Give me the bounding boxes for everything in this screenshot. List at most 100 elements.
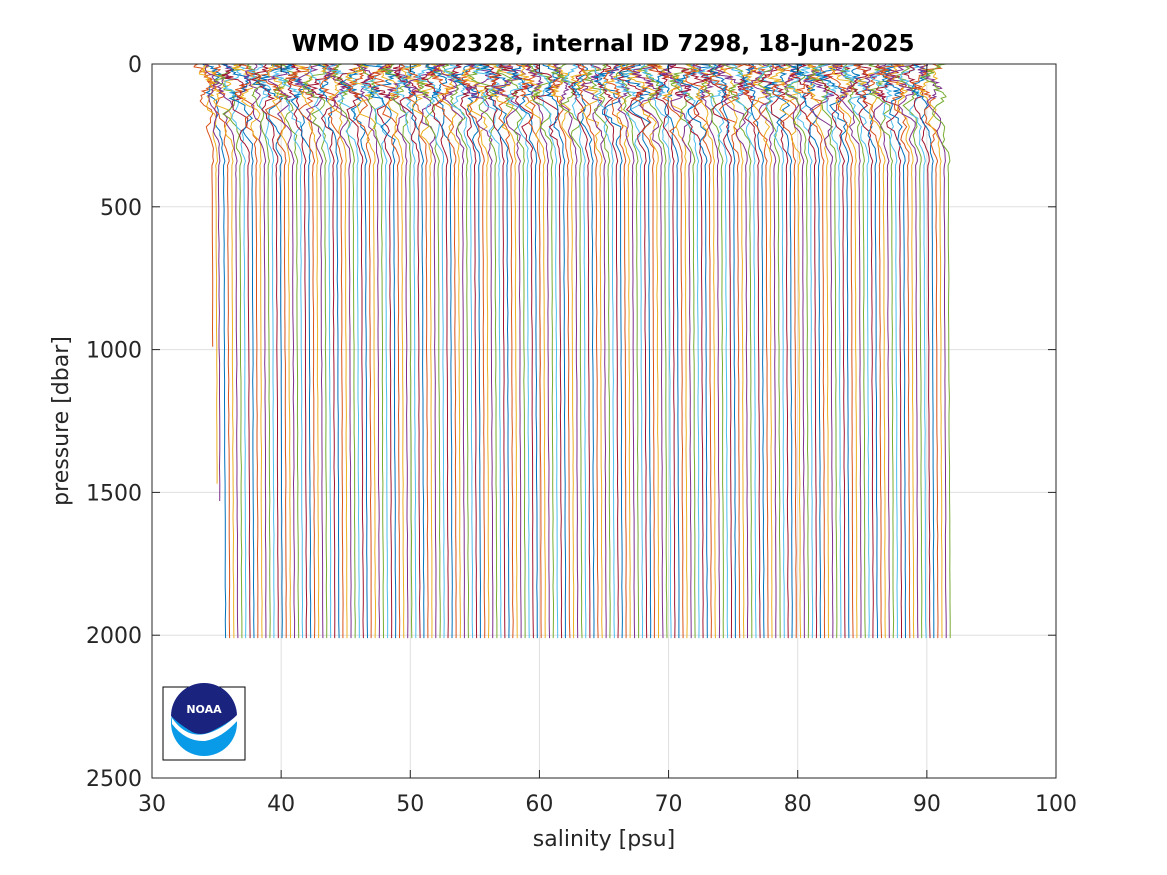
y-tick-label: 0 xyxy=(128,53,142,78)
y-tick-labels: 0 500 1000 1500 2000 2500 xyxy=(86,53,142,792)
profile-line xyxy=(750,63,777,639)
profile-line xyxy=(326,63,360,639)
profile-line xyxy=(320,63,348,639)
profile-line xyxy=(285,63,316,639)
profile-line xyxy=(307,63,332,639)
profile-line xyxy=(813,63,851,639)
chart-title: WMO ID 4902328, internal ID 7298, 18-Jun… xyxy=(291,31,914,57)
profile-line xyxy=(784,63,809,639)
profile-line xyxy=(533,63,559,639)
profile-line xyxy=(867,63,895,639)
profile-line xyxy=(542,63,567,639)
x-tick-label: 90 xyxy=(913,792,941,817)
profile-line xyxy=(691,63,721,639)
profile-line xyxy=(250,63,279,639)
profile-line xyxy=(655,63,680,639)
y-tick-label: 1000 xyxy=(86,339,142,364)
profile-line xyxy=(426,63,457,639)
x-tick-label: 30 xyxy=(138,792,166,817)
profile-line xyxy=(466,63,498,639)
profile-line xyxy=(684,63,712,639)
x-tick-labels: 30 40 50 60 70 80 90 100 xyxy=(138,792,1077,817)
profile-line xyxy=(789,63,822,639)
profile-line xyxy=(221,63,251,639)
plot-frame xyxy=(151,63,1057,779)
profile-line xyxy=(463,63,495,639)
profile-line xyxy=(577,63,599,639)
profile-line xyxy=(346,63,372,639)
profile-line xyxy=(562,63,587,639)
profile-lines xyxy=(193,63,951,639)
profile-line xyxy=(280,63,312,639)
profile-line xyxy=(461,63,490,639)
profile-line xyxy=(356,63,381,639)
profile-line xyxy=(617,63,652,639)
profile-line xyxy=(783,63,805,639)
profile-line xyxy=(392,63,421,639)
profile-line xyxy=(344,63,378,639)
profile-line xyxy=(546,63,575,639)
profile-line xyxy=(807,63,838,639)
profile-line xyxy=(737,63,761,639)
profile-line xyxy=(602,63,632,639)
profile-line xyxy=(594,63,626,639)
profile-line xyxy=(571,63,595,639)
profile-line xyxy=(480,63,506,639)
profile-line xyxy=(675,63,711,639)
profile-line xyxy=(569,63,604,639)
profile-line xyxy=(870,63,898,639)
profile-line xyxy=(847,63,874,639)
profile-line xyxy=(307,63,339,639)
profile-line xyxy=(898,63,927,639)
profile-line xyxy=(203,63,221,502)
profile-line xyxy=(584,63,611,639)
profile-line xyxy=(216,63,239,639)
profile-line xyxy=(567,63,591,639)
profile-line xyxy=(287,63,308,639)
profile-line xyxy=(220,63,255,639)
y-tick-label: 2500 xyxy=(86,767,142,792)
profile-line xyxy=(841,63,870,639)
profile-line xyxy=(839,63,866,639)
profile-line xyxy=(376,63,405,639)
profile-line xyxy=(510,63,538,639)
profile-line xyxy=(627,63,660,639)
profile-line xyxy=(590,63,615,639)
profile-line xyxy=(549,63,571,639)
x-tick-label: 40 xyxy=(267,792,295,817)
profile-line xyxy=(876,63,911,639)
profile-line xyxy=(378,63,410,639)
y-axis-label: pressure [dbar] xyxy=(49,336,74,506)
axis-ticks xyxy=(151,63,1057,779)
profile-line xyxy=(301,63,328,639)
profile-line xyxy=(827,63,858,639)
profile-line xyxy=(814,63,850,639)
profile-line xyxy=(398,63,429,639)
profile-line xyxy=(669,63,696,639)
profile-line xyxy=(650,63,676,639)
profile-line xyxy=(359,63,393,639)
profile-line xyxy=(267,63,296,639)
profile-line xyxy=(861,63,890,639)
y-tick-label: 1500 xyxy=(86,481,142,506)
profile-line xyxy=(491,63,527,639)
profile-line xyxy=(421,63,449,639)
profile-line xyxy=(362,63,397,639)
x-tick-label: 70 xyxy=(655,792,683,817)
profile-line xyxy=(896,63,923,639)
profile-line xyxy=(615,63,640,639)
profile-line xyxy=(518,63,546,639)
profile-line xyxy=(880,63,907,639)
profile-line xyxy=(901,63,931,639)
profile-line xyxy=(451,63,482,639)
profile-line xyxy=(294,63,324,639)
profile-line xyxy=(458,63,486,639)
profile-line xyxy=(659,63,692,639)
profile-line xyxy=(336,63,364,639)
y-tick-label: 2000 xyxy=(86,624,142,649)
profile-line xyxy=(608,63,636,639)
profile-line xyxy=(719,63,745,639)
profile-line xyxy=(670,63,706,639)
x-tick-label: 100 xyxy=(1035,792,1077,817)
